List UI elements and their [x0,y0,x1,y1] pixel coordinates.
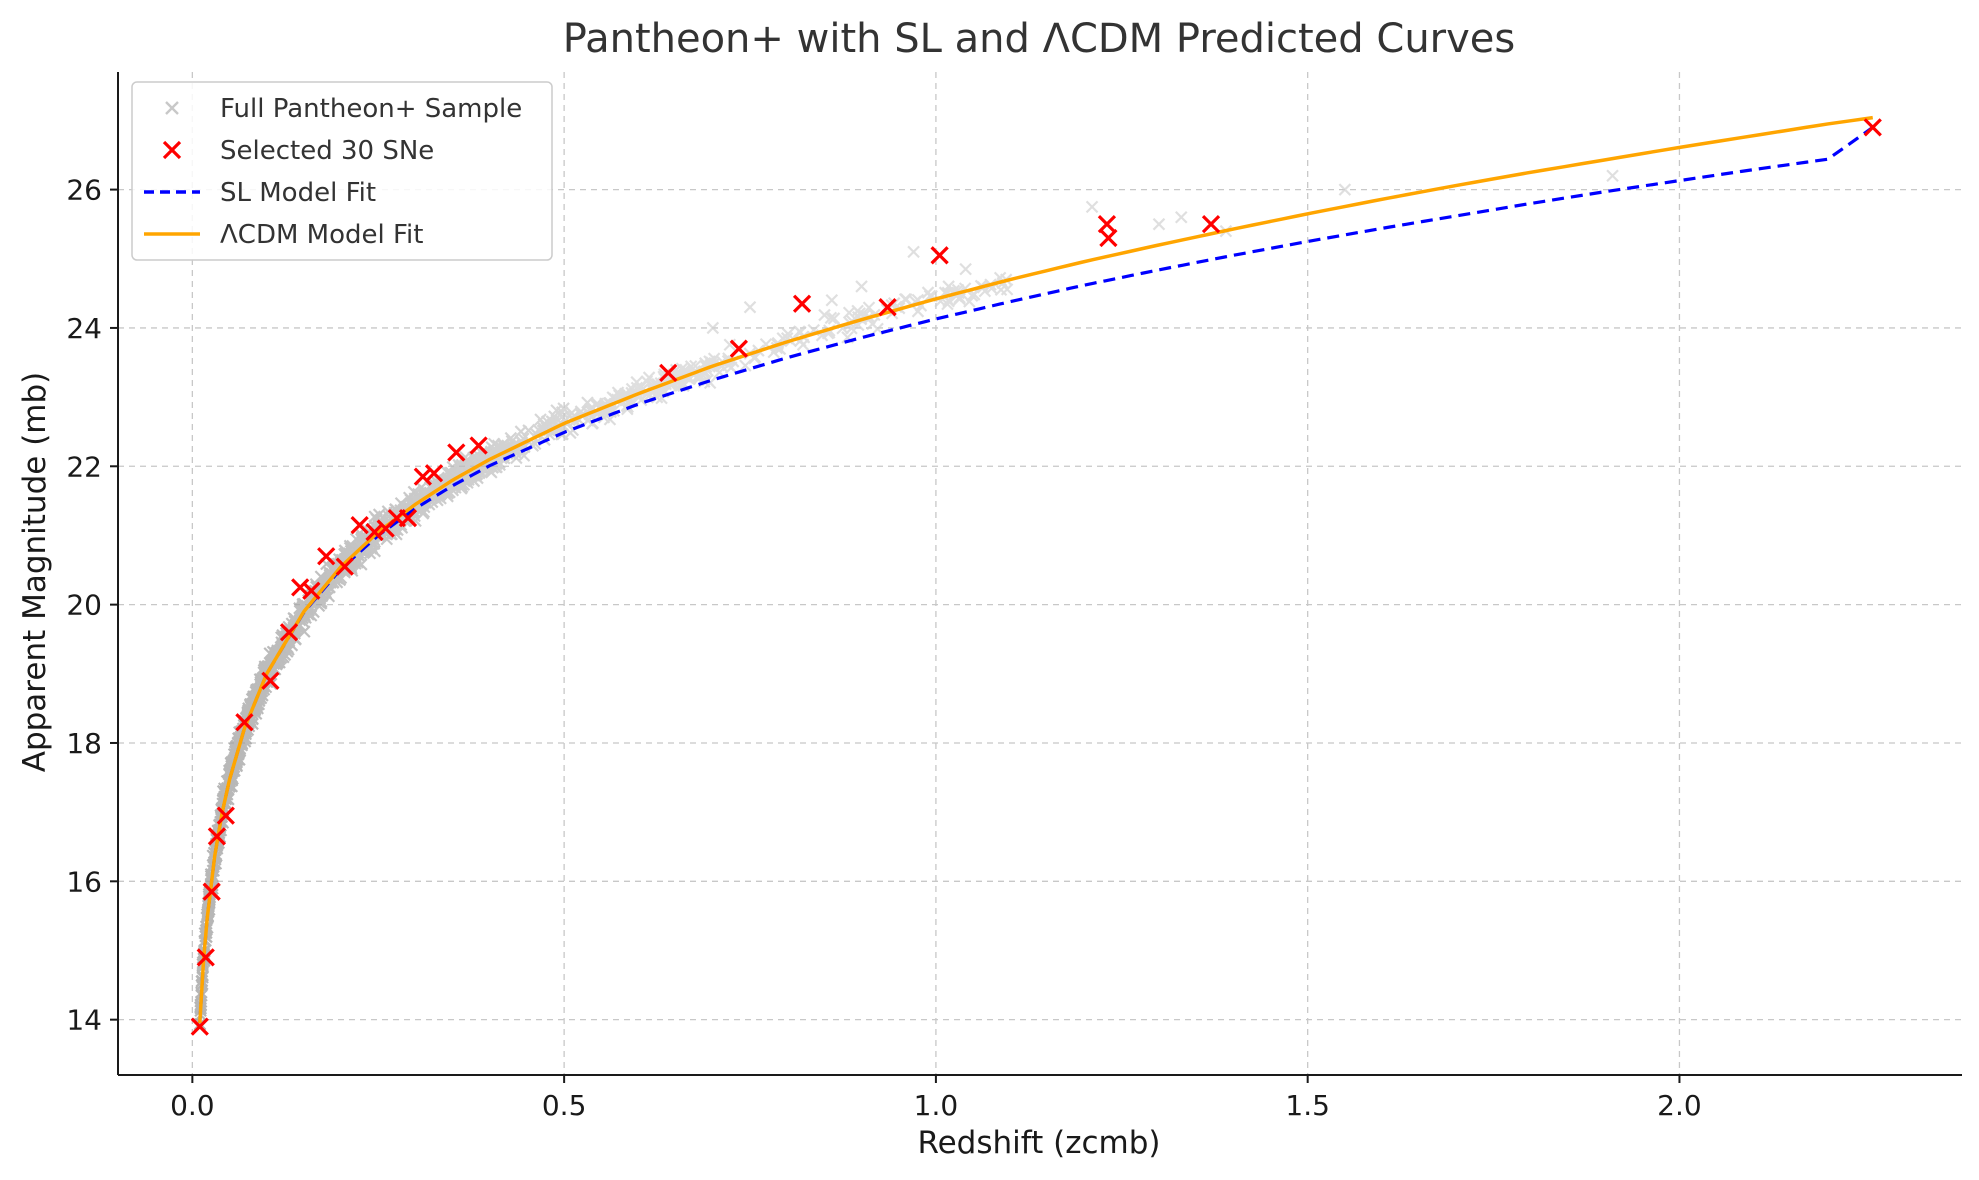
full-sample-point [1152,217,1166,231]
full-sample-point [1338,183,1352,196]
legend-label: ΛCDM Model Fit [220,220,423,250]
selected-sne-point [279,623,299,642]
full-sample-point [825,293,839,307]
full-sample-point [640,375,654,388]
selected-sne-point [335,557,354,576]
y-tick-label: 14 [66,1004,102,1037]
full-sample-point [345,564,359,578]
x-tick-label: 1.0 [914,1089,959,1122]
x-tick-label: 1.5 [1285,1089,1330,1122]
full-sample-point [1000,283,1014,296]
selected-sne-point [235,713,254,732]
x-tick-label: 0.0 [170,1089,215,1122]
y-axis-label: Apparent Magnitude (mb) [17,372,53,773]
full-sample-point [781,327,795,341]
y-tick-label: 26 [66,174,102,207]
selected-sne-point [792,294,812,313]
selected-sne-point [190,1017,209,1036]
y-tick-label: 18 [66,727,102,760]
full-sample-point [827,312,841,325]
legend-marker [162,140,182,160]
selected-sne-point [216,806,235,825]
y-tick-label: 20 [66,589,102,622]
full-sample-point [1606,169,1619,183]
y-tick-label: 22 [66,450,102,483]
selected-sne-scatter [190,118,1882,1036]
selected-sne-point [302,581,321,600]
selected-sne-point [317,547,336,566]
legend-label: Full Pantheon+ Sample [220,94,522,124]
full-sample-point [488,443,501,456]
full-sample-point [898,292,912,306]
full-sample-point [603,413,617,426]
selected-sne-point [1201,215,1221,234]
full-sample-point [743,300,757,314]
full-sample-point [312,599,326,613]
legend-label: Selected 30 SNe [220,136,434,166]
selected-sne-point [878,298,897,317]
x-axis-label: Redshift (zcmb) [917,1125,1160,1161]
ticks: 0.0 0.5 1.0 1.5 2.0 14 16 18 20 22 24 26 [66,174,1701,1122]
full-sample-point [1085,200,1099,214]
full-sample-point [959,262,972,276]
full-sample-point [390,528,403,541]
legend-marker [165,101,179,115]
full-sample-point [517,449,531,462]
full-sample-point [414,503,428,517]
chart-title: Pantheon+ with SL and ΛCDM Predicted Cur… [563,16,1515,62]
full-sample-scatter [193,169,1619,1031]
full-sample-point [504,431,518,445]
y-tick-label: 16 [66,865,102,898]
full-sample-point [706,321,720,335]
axes [117,72,1962,1076]
full-sample-point [842,306,856,320]
full-sample-point [1174,210,1188,224]
selected-sne-point [291,578,310,597]
legend: Full Pantheon+ Sample Selected 30 SNe SL M… [131,81,553,261]
selected-sne-point [365,522,384,542]
selected-sne-point [1863,118,1882,137]
legend-label: SL Model Fit [220,178,376,208]
full-sample-point [675,362,689,375]
selected-sne-point [398,509,418,528]
full-sample-point [862,301,876,314]
full-sample-point [514,425,528,438]
full-sample-point [548,410,561,423]
legend-box [131,81,553,261]
selected-sne-point [196,948,215,967]
selected-sne-point [659,363,678,383]
selected-sne-point [261,671,280,690]
full-sample-point [630,375,643,389]
full-sample-point [739,359,752,372]
full-sample-point [537,417,551,431]
selected-sne-point [469,436,488,455]
selected-sne-point [447,443,466,462]
selected-sne-point [930,246,949,265]
y-tick-label: 24 [66,312,102,345]
full-sample-point [911,305,925,318]
full-sample-point [907,245,920,259]
selected-sne-point [1099,228,1118,248]
selected-sne-point [424,464,444,483]
full-sample-point [921,286,935,299]
full-sample-point [824,311,838,325]
full-sample-point [340,545,353,559]
selected-sne-point [350,515,369,535]
full-sample-point [402,491,416,504]
full-sample-point [818,308,831,322]
selected-sne-point [207,827,227,846]
selected-sne-point [413,467,432,486]
x-tick-label: 2.0 [1657,1089,1702,1122]
full-sample-point [855,280,868,293]
selected-sne-point [202,882,221,901]
selected-sne-point [729,339,748,358]
x-tick-label: 0.5 [542,1089,587,1122]
sl-model-fit-line [198,126,1874,1024]
